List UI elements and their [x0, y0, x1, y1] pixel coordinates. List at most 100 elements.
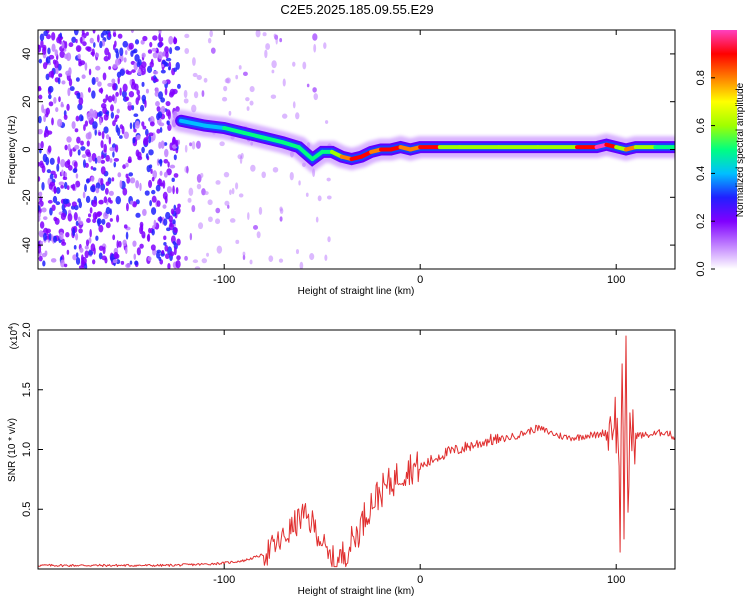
noise-speckle	[167, 110, 171, 120]
noise-speckle	[121, 90, 127, 98]
noise-speckle	[86, 218, 91, 223]
noise-speckle	[159, 216, 162, 224]
noise-speckle	[107, 197, 112, 203]
noise-speckle	[111, 177, 115, 182]
noise-speckle	[63, 53, 69, 59]
x-tick-label: 100	[607, 574, 625, 586]
noise-speckle	[166, 227, 171, 232]
noise-speckle	[38, 161, 41, 167]
noise-speckle	[132, 201, 138, 208]
noise-speckle	[192, 72, 198, 78]
noise-speckle	[102, 30, 108, 36]
noise-speckle	[79, 60, 86, 66]
noise-speckle	[215, 180, 221, 185]
noise-speckle	[68, 78, 73, 87]
noise-speckle	[108, 136, 112, 145]
noise-speckle	[91, 90, 96, 99]
noise-speckle	[289, 171, 294, 181]
noise-speckle	[95, 235, 99, 241]
noise-speckle	[173, 227, 178, 234]
noise-speckle	[169, 219, 173, 228]
noise-speckle	[53, 186, 57, 194]
noise-speckle	[152, 70, 159, 75]
noise-speckle	[91, 48, 95, 57]
noise-speckle	[59, 32, 63, 39]
noise-speckle	[158, 141, 162, 149]
noise-speckle	[141, 70, 145, 76]
noise-speckle	[92, 30, 96, 34]
noise-speckle	[66, 185, 70, 191]
noise-speckle	[78, 228, 83, 234]
noise-speckle	[68, 67, 72, 76]
noise-speckle	[81, 154, 87, 159]
noise-speckle	[66, 103, 70, 111]
noise-speckle	[72, 183, 76, 191]
noise-speckle	[164, 46, 169, 54]
noise-speckle	[119, 47, 124, 57]
noise-speckle	[162, 79, 168, 85]
noise-speckle	[324, 120, 329, 124]
noise-speckle	[105, 94, 109, 101]
noise-speckle	[245, 97, 250, 102]
noise-speckle	[98, 245, 104, 251]
noise-speckle	[105, 222, 111, 229]
noise-speckle	[45, 107, 50, 115]
noise-speckle	[228, 110, 232, 116]
noise-speckle	[273, 33, 277, 38]
noise-speckle	[135, 97, 139, 105]
noise-speckle	[101, 130, 105, 140]
noise-speckle	[130, 81, 137, 90]
noise-speckle	[139, 182, 142, 192]
snr-multiplier-label: (x104)	[8, 323, 20, 350]
noise-speckle	[159, 170, 163, 176]
noise-speckle	[104, 257, 108, 264]
noise-speckle	[105, 206, 111, 215]
noise-speckle	[219, 141, 225, 147]
noise-speckle	[128, 42, 134, 50]
noise-speckle	[58, 73, 63, 78]
noise-speckle	[195, 140, 201, 149]
noise-speckle	[122, 83, 128, 92]
noise-speckle	[128, 172, 134, 177]
noise-speckle	[127, 104, 133, 111]
noise-speckle	[116, 240, 119, 249]
noise-speckle	[51, 204, 56, 212]
noise-speckle	[38, 115, 42, 124]
noise-speckle	[165, 100, 171, 107]
noise-speckle	[97, 112, 102, 118]
noise-speckle	[159, 39, 163, 48]
noise-speckle	[184, 144, 188, 153]
noise-speckle	[163, 171, 168, 178]
noise-speckle	[258, 206, 263, 215]
noise-speckle	[126, 176, 131, 184]
noise-speckle	[162, 204, 167, 209]
noise-speckle	[73, 212, 78, 221]
noise-speckle	[112, 151, 115, 158]
y-tick-label: 1.5	[21, 382, 33, 397]
noise-speckle	[176, 238, 181, 246]
noise-speckle	[80, 115, 84, 121]
noise-speckle	[231, 187, 235, 195]
noise-speckle	[252, 225, 259, 230]
y-tick-label: 2.0	[21, 322, 33, 337]
noise-speckle	[172, 219, 176, 225]
x-tick-label: 0	[417, 574, 423, 586]
noise-speckle	[125, 69, 130, 75]
noise-speckle	[85, 195, 91, 204]
ridge-segment	[222, 125, 246, 135]
noise-speckle	[209, 30, 213, 38]
noise-speckle	[117, 33, 123, 39]
colorbar-label: Normalized spectral amplitude	[735, 82, 746, 217]
noise-speckle	[169, 47, 173, 55]
noise-speckle	[265, 43, 271, 50]
noise-speckle	[84, 245, 89, 250]
noise-speckle	[119, 87, 122, 96]
noise-speckle	[131, 69, 136, 73]
noise-speckle	[183, 98, 189, 104]
noise-speckle	[103, 113, 109, 121]
noise-speckle	[75, 38, 78, 44]
noise-speckle	[75, 77, 80, 82]
noise-speckle	[163, 158, 169, 164]
noise-speckle	[164, 195, 168, 204]
noise-speckle	[79, 220, 84, 226]
